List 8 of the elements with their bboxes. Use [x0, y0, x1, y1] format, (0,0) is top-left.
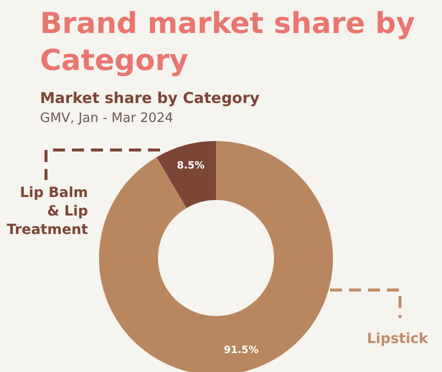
chart-subtitle: Market share by Category — [40, 89, 260, 107]
slice-label: Lip Balm & Lip Treatment — [6, 185, 88, 238]
slice-label: Lipstick — [366, 331, 429, 347]
data-label: 8.5% — [176, 160, 205, 172]
chart-title: Brand market share by Category — [40, 6, 415, 77]
text: GMV, Jan - Mar 2024 — [40, 111, 174, 126]
data-label: 91.5% — [224, 344, 259, 356]
donut-slice — [156, 141, 216, 208]
